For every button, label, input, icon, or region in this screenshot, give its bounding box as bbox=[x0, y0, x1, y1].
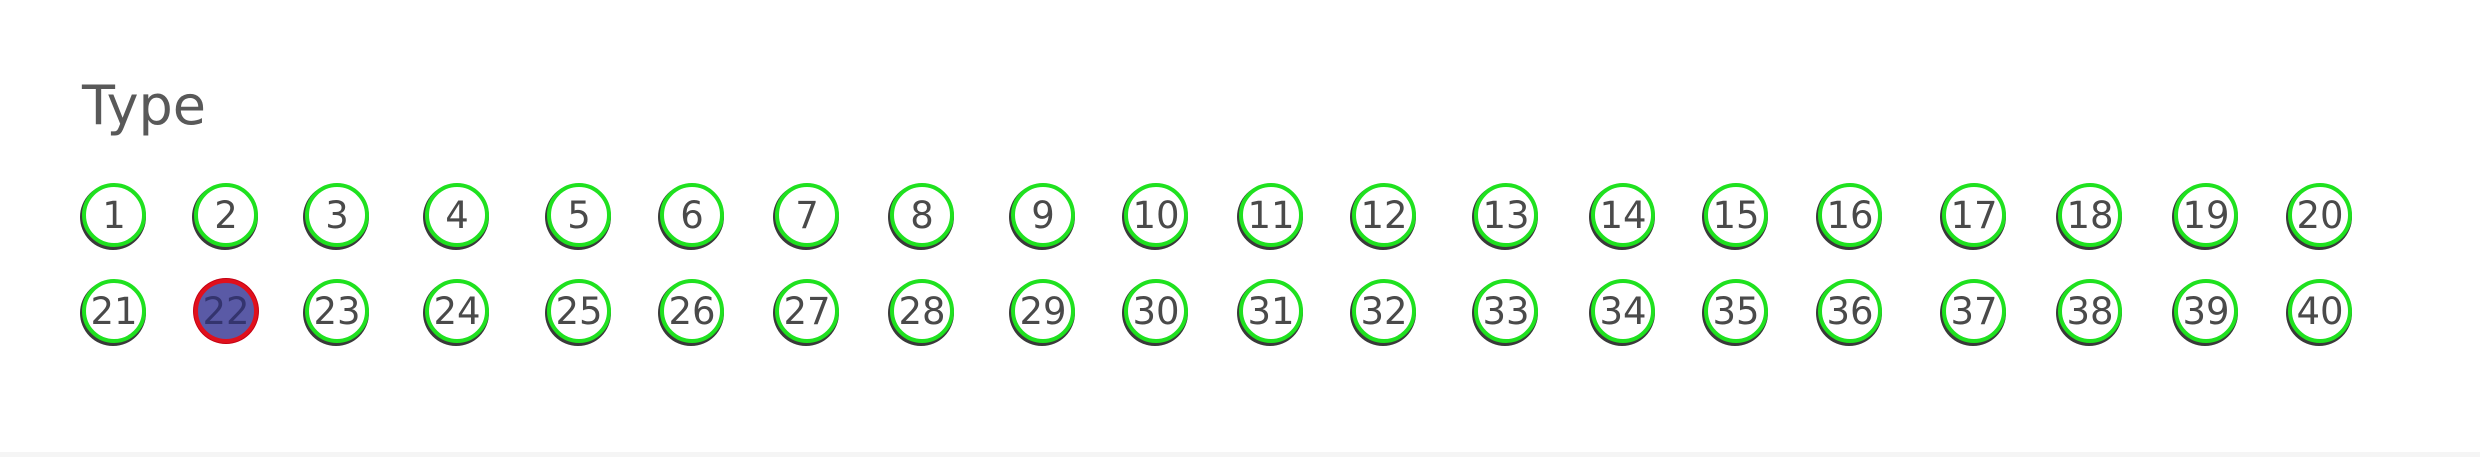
option-bubble-29[interactable]: 29 bbox=[1011, 279, 1075, 343]
option-number: 19 bbox=[2182, 193, 2230, 237]
option-bubble-7[interactable]: 7 bbox=[775, 183, 839, 247]
option-bubble-24[interactable]: 24 bbox=[425, 279, 489, 343]
option-bubble-23[interactable]: 23 bbox=[305, 279, 369, 343]
option-bubble-40[interactable]: 40 bbox=[2288, 279, 2352, 343]
option-number: 27 bbox=[783, 289, 831, 333]
option-bubble-12[interactable]: 12 bbox=[1352, 183, 1416, 247]
option-bubble-39[interactable]: 39 bbox=[2174, 279, 2238, 343]
option-number: 34 bbox=[1599, 289, 1647, 333]
option-number: 24 bbox=[433, 289, 481, 333]
option-number: 40 bbox=[2296, 289, 2344, 333]
option-number: 2 bbox=[214, 193, 238, 237]
option-number: 1 bbox=[102, 193, 126, 237]
option-number: 30 bbox=[1132, 289, 1180, 333]
option-bubble-26[interactable]: 26 bbox=[660, 279, 724, 343]
option-number: 33 bbox=[1482, 289, 1530, 333]
option-number: 36 bbox=[1826, 289, 1874, 333]
option-bubble-33[interactable]: 33 bbox=[1474, 279, 1538, 343]
option-number: 20 bbox=[2296, 193, 2344, 237]
option-number: 15 bbox=[1712, 193, 1760, 237]
option-bubble-25[interactable]: 25 bbox=[547, 279, 611, 343]
option-number: 23 bbox=[313, 289, 361, 333]
option-bubble-18[interactable]: 18 bbox=[2058, 183, 2122, 247]
option-bubble-34[interactable]: 34 bbox=[1591, 279, 1655, 343]
option-bubble-19[interactable]: 19 bbox=[2174, 183, 2238, 247]
option-bubble-20[interactable]: 20 bbox=[2288, 183, 2352, 247]
option-number: 9 bbox=[1031, 193, 1055, 237]
option-bubble-32[interactable]: 32 bbox=[1352, 279, 1416, 343]
option-number: 14 bbox=[1599, 193, 1647, 237]
option-bubble-37[interactable]: 37 bbox=[1942, 279, 2006, 343]
option-number: 29 bbox=[1019, 289, 1067, 333]
option-bubble-22[interactable]: 22 bbox=[194, 279, 258, 343]
option-number: 25 bbox=[555, 289, 603, 333]
option-bubble-16[interactable]: 16 bbox=[1818, 183, 1882, 247]
option-number: 17 bbox=[1950, 193, 1998, 237]
option-number: 26 bbox=[668, 289, 716, 333]
option-number: 35 bbox=[1712, 289, 1760, 333]
option-bubble-11[interactable]: 11 bbox=[1239, 183, 1303, 247]
option-bubble-3[interactable]: 3 bbox=[305, 183, 369, 247]
option-number: 11 bbox=[1247, 193, 1295, 237]
option-number: 10 bbox=[1132, 193, 1180, 237]
option-number: 28 bbox=[898, 289, 946, 333]
option-number: 4 bbox=[445, 193, 469, 237]
option-number: 37 bbox=[1950, 289, 1998, 333]
option-bubble-2[interactable]: 2 bbox=[194, 183, 258, 247]
option-number: 16 bbox=[1826, 193, 1874, 237]
option-bubble-13[interactable]: 13 bbox=[1474, 183, 1538, 247]
option-number: 3 bbox=[325, 193, 349, 237]
option-bubble-14[interactable]: 14 bbox=[1591, 183, 1655, 247]
option-bubble-6[interactable]: 6 bbox=[660, 183, 724, 247]
option-bubble-17[interactable]: 17 bbox=[1942, 183, 2006, 247]
option-bubble-30[interactable]: 30 bbox=[1124, 279, 1188, 343]
option-number: 7 bbox=[795, 193, 819, 237]
option-number: 13 bbox=[1482, 193, 1530, 237]
option-bubble-35[interactable]: 35 bbox=[1704, 279, 1768, 343]
option-bubble-9[interactable]: 9 bbox=[1011, 183, 1075, 247]
option-bubble-36[interactable]: 36 bbox=[1818, 279, 1882, 343]
option-number: 32 bbox=[1360, 289, 1408, 333]
option-bubble-31[interactable]: 31 bbox=[1239, 279, 1303, 343]
option-bubble-15[interactable]: 15 bbox=[1704, 183, 1768, 247]
option-number: 8 bbox=[910, 193, 934, 237]
option-bubble-8[interactable]: 8 bbox=[890, 183, 954, 247]
option-bubble-5[interactable]: 5 bbox=[547, 183, 611, 247]
option-bubble-10[interactable]: 10 bbox=[1124, 183, 1188, 247]
option-bubble-4[interactable]: 4 bbox=[425, 183, 489, 247]
option-number: 31 bbox=[1247, 289, 1295, 333]
option-number: 22 bbox=[202, 289, 250, 333]
option-number: 6 bbox=[680, 193, 704, 237]
option-number: 39 bbox=[2182, 289, 2230, 333]
question-label: Type bbox=[82, 74, 207, 137]
option-number: 38 bbox=[2066, 289, 2114, 333]
option-bubble-21[interactable]: 21 bbox=[82, 279, 146, 343]
option-bubble-1[interactable]: 1 bbox=[82, 183, 146, 247]
option-number: 18 bbox=[2066, 193, 2114, 237]
option-bubble-27[interactable]: 27 bbox=[775, 279, 839, 343]
option-number: 12 bbox=[1360, 193, 1408, 237]
option-bubble-28[interactable]: 28 bbox=[890, 279, 954, 343]
bottom-divider bbox=[0, 452, 2480, 457]
option-number: 5 bbox=[567, 193, 591, 237]
option-bubble-38[interactable]: 38 bbox=[2058, 279, 2122, 343]
option-number: 21 bbox=[90, 289, 138, 333]
